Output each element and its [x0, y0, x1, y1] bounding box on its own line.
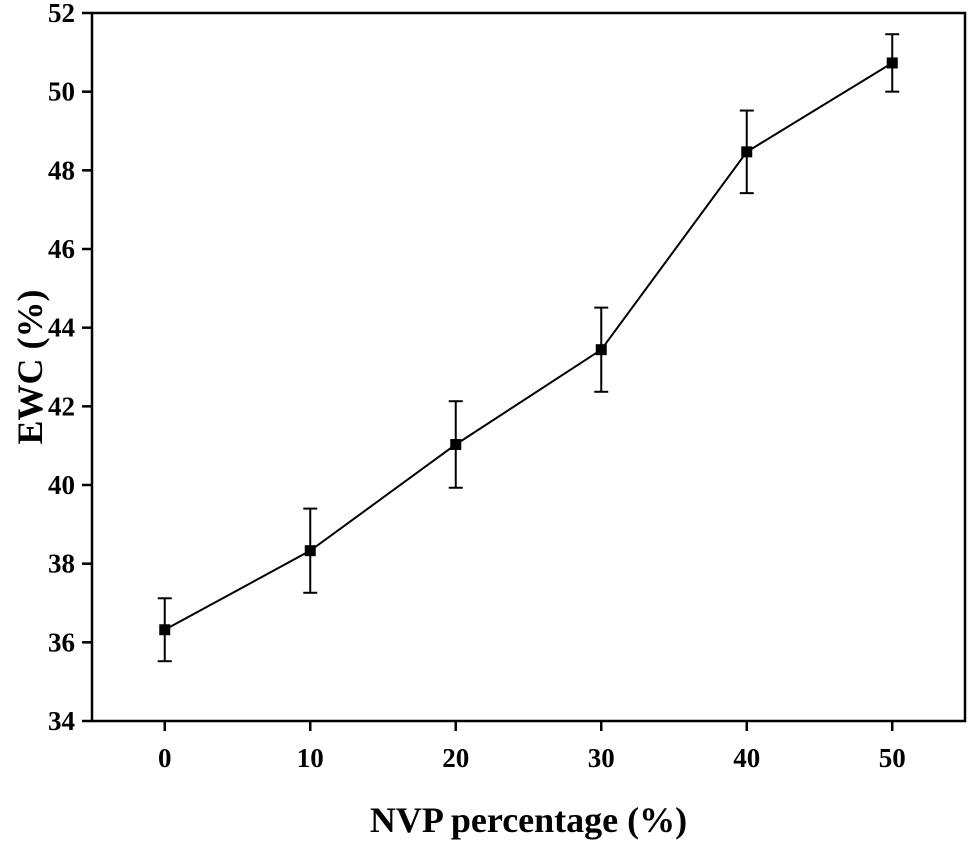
y-tick-label: 50 [48, 77, 75, 107]
y-tick-label: 44 [48, 313, 75, 343]
y-tick-label: 38 [48, 549, 75, 579]
y-tick-label: 48 [48, 155, 75, 185]
y-tick-label: 46 [48, 234, 75, 264]
series-layer [157, 33, 900, 663]
data-point-marker [595, 344, 607, 356]
y-tick-label: 42 [48, 391, 75, 421]
data-point-marker [741, 146, 753, 158]
data-point-marker [450, 438, 462, 450]
x-tick-label: 10 [297, 743, 324, 773]
y-tick-label: 34 [48, 706, 75, 736]
x-tick-label: 40 [733, 743, 760, 773]
y-tick-label: 36 [48, 627, 75, 657]
x-tick-label: 20 [442, 743, 469, 773]
x-axis: 0 10 20 30 40 50 [158, 721, 906, 773]
x-tick-label: 50 [879, 743, 906, 773]
data-point-marker [304, 545, 316, 557]
y-axis-label: EWC (%) [10, 290, 50, 445]
plot-area-frame [90, 11, 967, 723]
y-axis: 34 36 38 40 42 44 46 48 50 52 [48, 0, 92, 736]
data-point-marker [159, 624, 171, 636]
x-tick-label: 30 [588, 743, 615, 773]
y-tick-label: 52 [48, 0, 75, 28]
x-tick-label: 0 [158, 743, 172, 773]
data-point-marker [886, 57, 898, 69]
x-axis-label: NVP percentage (%) [370, 800, 687, 840]
y-tick-label: 40 [48, 470, 75, 500]
series-line [164, 62, 893, 631]
